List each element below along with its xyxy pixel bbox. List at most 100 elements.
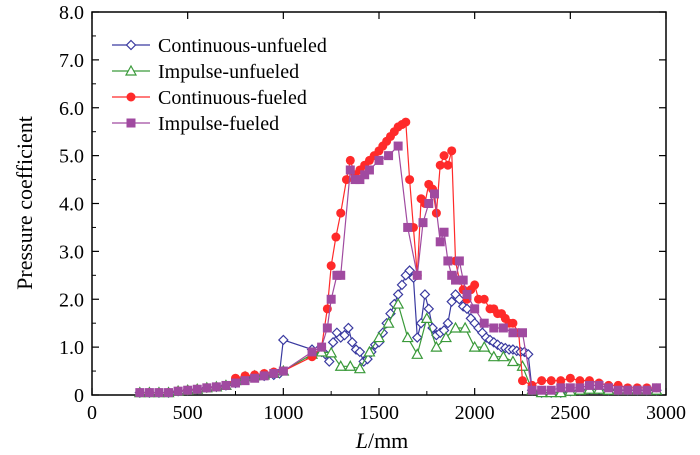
data-point xyxy=(221,380,231,390)
data-point xyxy=(479,318,489,328)
data-point xyxy=(135,388,145,398)
x-axis-title: L/mm xyxy=(355,428,409,453)
data-point xyxy=(374,155,384,165)
data-point xyxy=(516,360,529,371)
data-point xyxy=(443,160,453,170)
data-point xyxy=(565,373,575,383)
x-tick-label-3000: 3000 xyxy=(646,402,686,424)
data-point xyxy=(323,356,335,367)
data-point xyxy=(355,175,365,185)
data-point xyxy=(518,328,527,338)
data-point xyxy=(345,155,355,165)
data-point xyxy=(392,297,405,309)
data-point xyxy=(401,117,411,127)
data-point xyxy=(344,360,357,371)
data-point xyxy=(575,383,585,393)
data-point xyxy=(546,385,556,395)
data-point xyxy=(527,385,537,395)
data-point xyxy=(384,151,394,161)
data-point xyxy=(345,165,355,175)
data-point xyxy=(183,385,193,395)
data-point xyxy=(412,270,422,280)
data-point xyxy=(451,275,461,285)
data-point xyxy=(439,151,449,161)
data-point xyxy=(642,385,652,395)
data-point xyxy=(372,331,386,343)
data-point xyxy=(396,279,408,291)
data-point xyxy=(461,303,473,315)
data-point xyxy=(393,141,403,151)
data-point xyxy=(429,189,439,199)
data-point xyxy=(327,336,339,348)
data-point xyxy=(278,366,288,376)
data-point xyxy=(584,380,594,390)
data-point xyxy=(439,227,449,237)
data-point xyxy=(307,347,317,357)
data-point xyxy=(508,318,518,328)
data-point xyxy=(546,376,556,386)
data-point xyxy=(435,160,445,170)
y-tick-label-6: 6.0 xyxy=(59,98,84,120)
data-point xyxy=(439,331,452,343)
data-point xyxy=(326,294,336,304)
data-point xyxy=(419,289,431,300)
data-point xyxy=(537,385,547,395)
legend: Continuous-unfueled Impulse-unfueled Conti… xyxy=(112,35,327,135)
data-point xyxy=(343,322,354,334)
data-point xyxy=(446,296,458,307)
data-point xyxy=(632,385,642,395)
data-point xyxy=(424,199,434,208)
data-point xyxy=(435,237,445,247)
data-point xyxy=(447,270,457,280)
data-point xyxy=(325,346,338,358)
data-point xyxy=(459,321,472,333)
data-point xyxy=(613,385,623,395)
legend-item-impulse-unfueled: Impulse-unfueled xyxy=(112,61,299,83)
data-point xyxy=(447,146,457,156)
data-point xyxy=(346,336,358,348)
data-point xyxy=(623,385,633,395)
data-point xyxy=(443,256,453,266)
data-point xyxy=(269,368,279,378)
x-tick-label-500: 500 xyxy=(173,402,203,424)
data-point xyxy=(403,222,413,232)
data-point xyxy=(336,270,346,280)
series-layer xyxy=(133,117,663,398)
x-tick-label-2500: 2500 xyxy=(550,402,590,424)
series-line-impulse-fueled xyxy=(139,144,657,394)
data-point xyxy=(192,384,202,394)
legend-label: Continuous-unfueled xyxy=(158,35,327,57)
data-point xyxy=(487,350,500,362)
data-point xyxy=(326,261,336,271)
data-point xyxy=(489,323,499,333)
data-point xyxy=(277,334,289,346)
legend-swatch-marker xyxy=(125,39,137,51)
data-point xyxy=(364,165,374,175)
x-tick-label-2000: 2000 xyxy=(455,402,495,424)
y-tick-label-3: 3.0 xyxy=(59,241,84,263)
data-point xyxy=(240,376,250,386)
x-tick-label-1500: 1500 xyxy=(359,402,399,424)
data-point xyxy=(211,382,221,392)
legend-swatch-marker xyxy=(126,92,136,102)
legend-item-impulse-fueled: Impulse-fueled xyxy=(112,113,279,135)
data-point xyxy=(651,383,661,393)
data-point xyxy=(497,350,510,362)
data-point xyxy=(506,355,519,367)
data-point xyxy=(336,208,346,218)
data-point xyxy=(478,340,491,352)
data-point xyxy=(360,170,370,180)
data-point xyxy=(556,376,566,386)
data-point xyxy=(420,312,433,323)
y-tick-label-8: 8.0 xyxy=(59,2,84,24)
data-point xyxy=(405,175,415,185)
data-point xyxy=(508,328,518,338)
data-point xyxy=(173,386,183,396)
data-point xyxy=(144,388,154,398)
data-point xyxy=(339,329,350,341)
data-point xyxy=(392,289,404,300)
y-tick-label-1: 1.0 xyxy=(59,337,84,359)
data-point xyxy=(470,280,480,290)
data-point xyxy=(362,353,373,365)
